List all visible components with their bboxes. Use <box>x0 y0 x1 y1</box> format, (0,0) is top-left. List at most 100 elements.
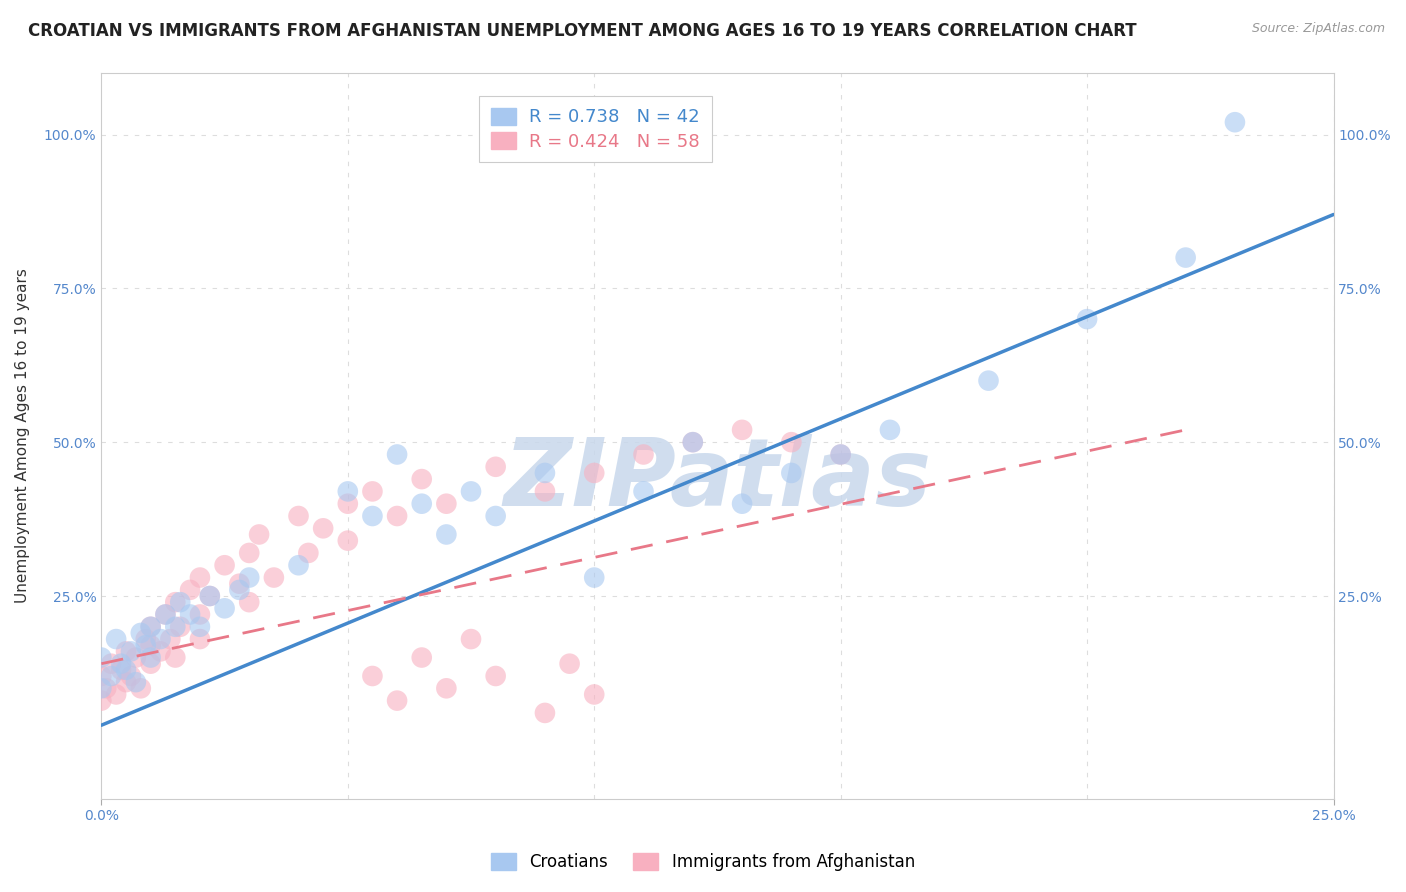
Immigrants from Afghanistan <box>485 459 508 474</box>
Immigrants from Afghanistan <box>336 533 359 548</box>
Immigrants from Afghanistan <box>558 657 581 671</box>
Immigrants from Afghanistan <box>188 632 211 646</box>
Croatians <box>287 558 309 573</box>
Croatians <box>1174 251 1197 265</box>
Croatians <box>731 497 754 511</box>
Croatians <box>385 448 408 462</box>
Croatians <box>411 497 433 511</box>
Immigrants from Afghanistan <box>238 546 260 560</box>
Immigrants from Afghanistan <box>105 688 128 702</box>
Croatians <box>125 675 148 690</box>
Immigrants from Afghanistan <box>115 644 138 658</box>
Croatians <box>336 484 359 499</box>
Immigrants from Afghanistan <box>297 546 319 560</box>
Croatians <box>100 669 122 683</box>
Immigrants from Afghanistan <box>139 620 162 634</box>
Immigrants from Afghanistan <box>155 607 177 622</box>
Croatians <box>830 448 852 462</box>
Immigrants from Afghanistan <box>534 706 557 720</box>
Croatians <box>1076 312 1098 326</box>
Croatians <box>238 570 260 584</box>
Immigrants from Afghanistan <box>385 693 408 707</box>
Croatians <box>188 620 211 634</box>
Immigrants from Afghanistan <box>110 663 132 677</box>
Croatians <box>165 620 187 634</box>
Immigrants from Afghanistan <box>780 435 803 450</box>
Immigrants from Afghanistan <box>460 632 482 646</box>
Croatians <box>110 657 132 671</box>
Croatians <box>149 632 172 646</box>
Immigrants from Afghanistan <box>149 644 172 658</box>
Immigrants from Afghanistan <box>434 497 457 511</box>
Immigrants from Afghanistan <box>120 669 142 683</box>
Immigrants from Afghanistan <box>583 466 606 480</box>
Immigrants from Afghanistan <box>228 576 250 591</box>
Immigrants from Afghanistan <box>534 484 557 499</box>
Croatians <box>169 595 191 609</box>
Text: CROATIAN VS IMMIGRANTS FROM AFGHANISTAN UNEMPLOYMENT AMONG AGES 16 TO 19 YEARS C: CROATIAN VS IMMIGRANTS FROM AFGHANISTAN … <box>28 22 1136 40</box>
Immigrants from Afghanistan <box>247 527 270 541</box>
Immigrants from Afghanistan <box>198 589 221 603</box>
Croatians <box>120 644 142 658</box>
Croatians <box>139 620 162 634</box>
Immigrants from Afghanistan <box>287 508 309 523</box>
Immigrants from Afghanistan <box>411 472 433 486</box>
Immigrants from Afghanistan <box>682 435 704 450</box>
Immigrants from Afghanistan <box>159 632 181 646</box>
Immigrants from Afghanistan <box>115 675 138 690</box>
Immigrants from Afghanistan <box>336 497 359 511</box>
Immigrants from Afghanistan <box>139 638 162 652</box>
Immigrants from Afghanistan <box>165 595 187 609</box>
Croatians <box>534 466 557 480</box>
Croatians <box>361 508 384 523</box>
Immigrants from Afghanistan <box>214 558 236 573</box>
Y-axis label: Unemployment Among Ages 16 to 19 years: Unemployment Among Ages 16 to 19 years <box>15 268 30 604</box>
Croatians <box>780 466 803 480</box>
Croatians <box>90 650 112 665</box>
Croatians <box>115 663 138 677</box>
Croatians <box>583 570 606 584</box>
Immigrants from Afghanistan <box>125 650 148 665</box>
Immigrants from Afghanistan <box>485 669 508 683</box>
Immigrants from Afghanistan <box>169 620 191 634</box>
Croatians <box>434 527 457 541</box>
Immigrants from Afghanistan <box>188 607 211 622</box>
Immigrants from Afghanistan <box>263 570 285 584</box>
Croatians <box>155 607 177 622</box>
Croatians <box>135 638 157 652</box>
Croatians <box>633 484 655 499</box>
Immigrants from Afghanistan <box>188 570 211 584</box>
Croatians <box>460 484 482 499</box>
Croatians <box>1223 115 1246 129</box>
Immigrants from Afghanistan <box>90 669 112 683</box>
Text: Source: ZipAtlas.com: Source: ZipAtlas.com <box>1251 22 1385 36</box>
Text: ZIPatlas: ZIPatlas <box>503 434 932 525</box>
Croatians <box>228 582 250 597</box>
Legend: R = 0.738   N = 42, R = 0.424   N = 58: R = 0.738 N = 42, R = 0.424 N = 58 <box>479 95 711 162</box>
Immigrants from Afghanistan <box>179 582 201 597</box>
Immigrants from Afghanistan <box>96 681 118 696</box>
Croatians <box>90 681 112 696</box>
Croatians <box>977 374 1000 388</box>
Immigrants from Afghanistan <box>129 681 152 696</box>
Immigrants from Afghanistan <box>135 632 157 646</box>
Immigrants from Afghanistan <box>434 681 457 696</box>
Croatians <box>879 423 901 437</box>
Immigrants from Afghanistan <box>830 448 852 462</box>
Croatians <box>485 508 508 523</box>
Immigrants from Afghanistan <box>583 688 606 702</box>
Croatians <box>139 650 162 665</box>
Immigrants from Afghanistan <box>633 448 655 462</box>
Croatians <box>682 435 704 450</box>
Immigrants from Afghanistan <box>165 650 187 665</box>
Legend: Croatians, Immigrants from Afghanistan: Croatians, Immigrants from Afghanistan <box>482 845 924 880</box>
Immigrants from Afghanistan <box>411 650 433 665</box>
Croatians <box>129 626 152 640</box>
Croatians <box>214 601 236 615</box>
Immigrants from Afghanistan <box>139 657 162 671</box>
Immigrants from Afghanistan <box>385 508 408 523</box>
Immigrants from Afghanistan <box>361 484 384 499</box>
Immigrants from Afghanistan <box>90 693 112 707</box>
Croatians <box>198 589 221 603</box>
Immigrants from Afghanistan <box>361 669 384 683</box>
